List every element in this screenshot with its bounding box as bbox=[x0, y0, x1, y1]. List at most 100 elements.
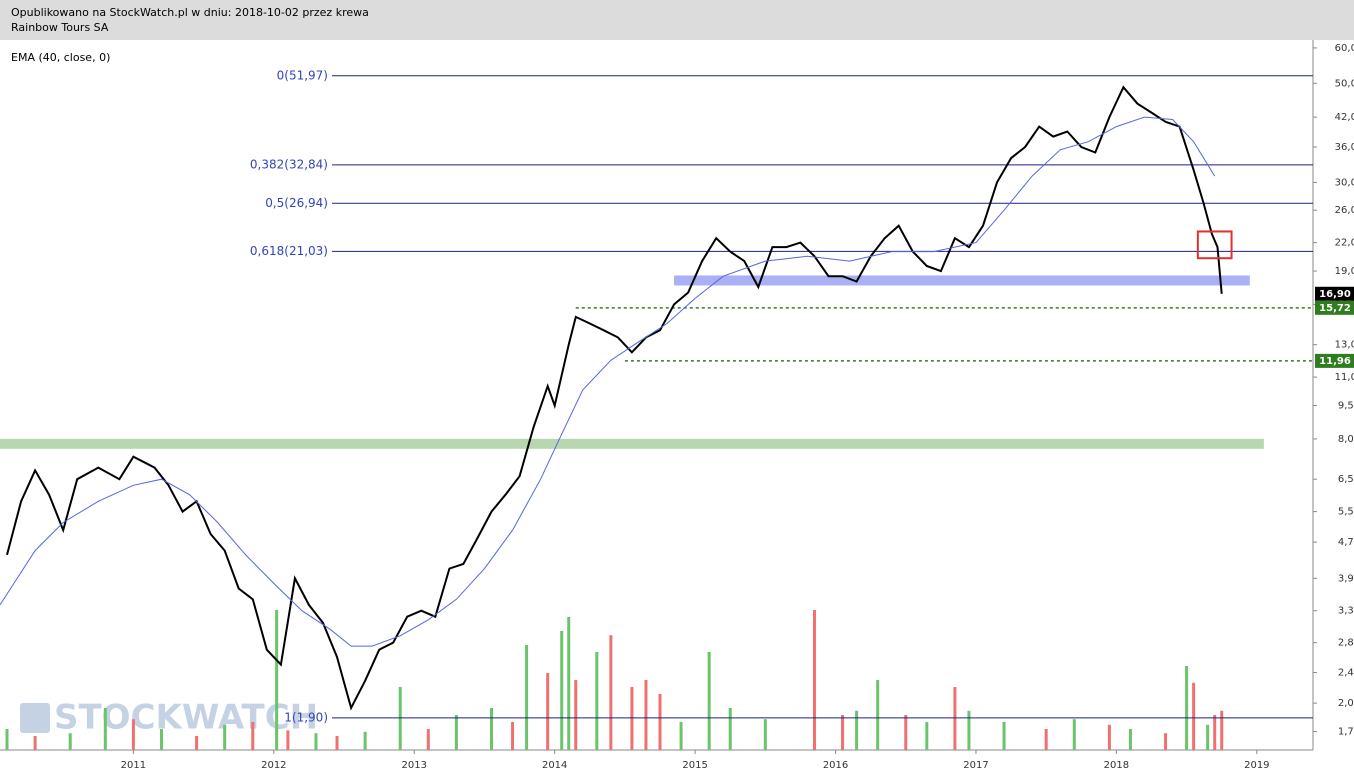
volume-bar bbox=[511, 722, 515, 750]
volume-bar bbox=[363, 731, 367, 750]
y-tick-label: 11,00 bbox=[1335, 372, 1354, 383]
volume-bar bbox=[286, 730, 290, 750]
fib-label: 0,382(32,84) bbox=[250, 157, 328, 171]
indicator-label: EMA (40, close, 0) bbox=[11, 51, 110, 64]
x-tick-label: 2017 bbox=[963, 760, 988, 771]
volume-bar bbox=[33, 736, 37, 750]
volume-bar bbox=[1072, 719, 1076, 750]
volume-bar bbox=[1206, 724, 1210, 750]
volume-bar bbox=[546, 673, 550, 750]
price-label: 15,72 bbox=[1319, 303, 1351, 314]
volume-bar bbox=[195, 736, 199, 750]
zone-band bbox=[674, 275, 1250, 286]
y-tick-label: 50,00 bbox=[1335, 78, 1354, 89]
volume-bar bbox=[1185, 666, 1189, 750]
volume-bar bbox=[223, 724, 227, 750]
watermark-text: STOCKWATCH bbox=[54, 698, 318, 738]
header-bar bbox=[0, 0, 1354, 40]
volume-bar bbox=[68, 733, 72, 750]
volume-bar bbox=[489, 708, 493, 750]
volume-bar bbox=[841, 715, 845, 750]
x-tick-label: 2018 bbox=[1104, 760, 1129, 771]
volume-bar bbox=[314, 733, 318, 750]
volume-bar bbox=[855, 710, 859, 750]
fib-label: 0,618(21,03) bbox=[250, 244, 328, 258]
volume-bar bbox=[1128, 729, 1132, 750]
y-tick-label: 6,50 bbox=[1338, 474, 1354, 485]
y-tick-label: 9,50 bbox=[1338, 401, 1354, 412]
price-label: 11,96 bbox=[1319, 356, 1351, 367]
volume-bar bbox=[1220, 710, 1224, 750]
y-tick-label: 3,30 bbox=[1338, 606, 1354, 617]
zone-band bbox=[0, 438, 1264, 449]
volume-bar bbox=[763, 719, 767, 750]
y-tick-label: 60,00 bbox=[1335, 43, 1354, 54]
volume-bar bbox=[574, 680, 578, 750]
watermark-icon bbox=[20, 703, 50, 733]
y-tick-label: 26,00 bbox=[1335, 205, 1354, 216]
x-tick-label: 2013 bbox=[402, 760, 427, 771]
fib-label: 1(1,90) bbox=[284, 710, 328, 724]
y-tick-label: 8,00 bbox=[1338, 434, 1354, 445]
volume-bar bbox=[560, 631, 564, 750]
y-tick-label: 1,77 bbox=[1338, 727, 1354, 738]
y-tick-label: 36,00 bbox=[1335, 142, 1354, 153]
header-instrument: Rainbow Tours SA bbox=[11, 21, 109, 34]
volume-bar bbox=[904, 715, 908, 750]
fib-label: 0(51,97) bbox=[277, 68, 328, 82]
volume-bar bbox=[953, 687, 957, 750]
volume-bar bbox=[1164, 733, 1168, 750]
y-tick-label: 2,05 bbox=[1338, 698, 1354, 709]
volume-bar bbox=[609, 635, 613, 750]
volume-bar bbox=[1192, 682, 1196, 750]
y-tick-label: 22,00 bbox=[1335, 238, 1354, 249]
y-tick-label: 30,00 bbox=[1335, 177, 1354, 188]
volume-bar bbox=[426, 729, 430, 750]
y-tick-label: 42,00 bbox=[1335, 112, 1354, 123]
price-label-box bbox=[1315, 353, 1354, 368]
x-tick-label: 2016 bbox=[823, 760, 848, 771]
fib-label: 0,5(26,94) bbox=[265, 196, 328, 210]
price-label: 16,90 bbox=[1319, 289, 1351, 300]
y-tick-label: 13,00 bbox=[1335, 340, 1354, 351]
volume-bar bbox=[131, 719, 135, 750]
volume-bar bbox=[658, 694, 662, 750]
volume-bar bbox=[812, 610, 816, 750]
y-tick-label: 5,50 bbox=[1338, 507, 1354, 518]
volume-bar bbox=[967, 710, 971, 750]
volume-bar bbox=[595, 652, 599, 750]
price-label-box bbox=[1315, 300, 1354, 315]
watermark: STOCKWATCH bbox=[20, 698, 318, 738]
x-tick-label: 2014 bbox=[542, 760, 567, 771]
volume-bar bbox=[707, 652, 711, 750]
volume-bar bbox=[454, 715, 458, 750]
volume-bar bbox=[1002, 722, 1006, 750]
x-tick-label: 2015 bbox=[682, 760, 707, 771]
volume-bar bbox=[398, 687, 402, 750]
volume-bar bbox=[525, 645, 529, 750]
y-tick-label: 4,70 bbox=[1338, 537, 1354, 548]
y-tick-label: 2,40 bbox=[1338, 668, 1354, 679]
y-tick-label: 19,00 bbox=[1335, 266, 1354, 277]
volume-bar bbox=[567, 617, 571, 750]
price-line bbox=[6, 85, 1223, 711]
header-published: Opublikowano na StockWatch.pl w dniu: 20… bbox=[11, 6, 369, 19]
volume-bar bbox=[925, 722, 929, 750]
volume-bar bbox=[644, 680, 648, 750]
x-tick-label: 2012 bbox=[261, 760, 286, 771]
volume-bar bbox=[679, 722, 683, 750]
y-tick-label: 2,80 bbox=[1338, 638, 1354, 649]
volume-bar bbox=[630, 687, 634, 750]
volume-bar bbox=[335, 736, 339, 750]
volume-bar bbox=[5, 729, 9, 750]
volume-bar bbox=[251, 722, 255, 750]
x-tick-label: 2011 bbox=[121, 760, 146, 771]
volume-bar bbox=[728, 708, 732, 750]
volume-bar bbox=[876, 680, 880, 750]
volume-bar bbox=[1107, 724, 1111, 750]
volume-bar bbox=[1044, 729, 1048, 750]
volume-bar bbox=[159, 729, 163, 750]
volume-bar bbox=[103, 708, 107, 750]
